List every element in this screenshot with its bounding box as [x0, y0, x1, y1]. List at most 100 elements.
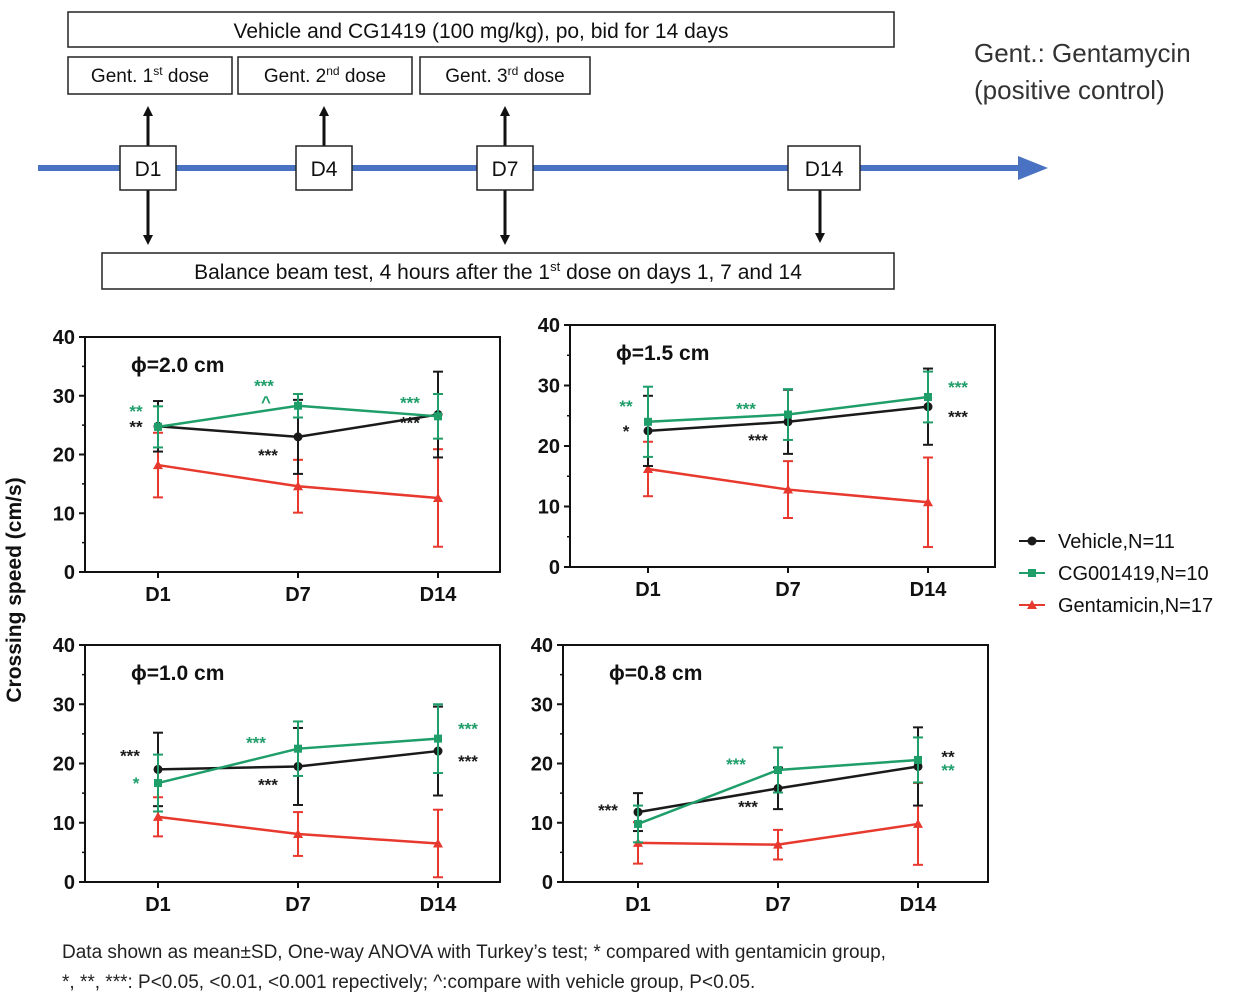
gent-dose-1-box: [67, 56, 233, 95]
significance-label: ***: [254, 377, 274, 396]
significance-label: **: [941, 747, 955, 766]
data-point: [293, 829, 303, 839]
caption-line-2: *, **, ***: P<0.05, <0.01, <0.001 repect…: [62, 972, 756, 993]
significance-label: ***: [458, 752, 478, 771]
abbrev-line-2: (positive control): [974, 75, 1165, 105]
x-tick-label: D7: [765, 894, 791, 916]
x-tick-label: D1: [635, 579, 661, 601]
significance-label: **: [129, 417, 143, 436]
significance-label: **: [941, 761, 955, 780]
data-point: [293, 432, 303, 442]
treatment-box: [67, 11, 895, 48]
y-tick-label: 0: [542, 872, 553, 894]
figure-canvas: Vehicle and CG1419 (100 mg/kg), po, bid …: [3, 11, 1213, 916]
y-tick-label: 20: [53, 445, 75, 467]
day-box-d14: [787, 145, 861, 191]
x-tick-label: D14: [420, 894, 458, 916]
series-cg: [643, 370, 933, 458]
timeline-arrowhead: [1018, 156, 1048, 180]
data-point: [294, 401, 302, 410]
y-tick-label: 0: [549, 557, 560, 579]
panel-title: ϕ=1.0 cm: [131, 662, 224, 685]
data-point: [153, 811, 163, 821]
data-point: [154, 422, 162, 431]
legend-label: Gentamicin,N=17: [1058, 595, 1213, 617]
y-tick-label: 30: [53, 694, 75, 716]
y-tick-label: 20: [538, 436, 560, 458]
data-point: [434, 412, 442, 421]
data-point: [294, 744, 302, 753]
y-tick-label: 30: [531, 694, 553, 716]
significance-label: ***: [258, 446, 278, 465]
y-tick-label: 40: [53, 635, 75, 657]
y-tick-label: 30: [538, 376, 560, 398]
plot-frame: [84, 336, 501, 573]
data-point: [293, 481, 303, 491]
figure-caption: Data shown as mean±SD, One-way ANOVA wit…: [62, 938, 1232, 998]
legend-label: Vehicle,N=11: [1058, 531, 1175, 553]
legend-marker: [1027, 600, 1037, 609]
data-point: [154, 779, 162, 788]
x-tick-label: D1: [145, 584, 171, 606]
day-label-d4: D4: [311, 158, 338, 181]
significance-label: ***: [598, 801, 618, 820]
y-tick-label: 10: [53, 813, 75, 835]
x-tick-label: D14: [900, 894, 938, 916]
day-label-d14: D14: [805, 158, 844, 181]
gent-dose-3-box: [419, 56, 591, 95]
data-point: [924, 392, 932, 401]
significance-label: ***: [736, 400, 756, 419]
y-axis-title: Crossing speed (cm/s): [3, 477, 26, 702]
significance-label: ^: [261, 393, 271, 412]
legend: Vehicle,N=11 CG001419,N=10 Gentamicin,N=17: [1019, 531, 1213, 617]
data-point: [773, 839, 783, 849]
data-point: [153, 460, 163, 470]
y-tick-label: 10: [538, 497, 560, 519]
data-point: [913, 818, 923, 828]
beam-test-box: [101, 252, 895, 290]
y-tick-label: 10: [53, 503, 75, 525]
significance-label: ***: [400, 393, 420, 412]
data-point: [784, 410, 792, 419]
significance-label: ***: [120, 746, 140, 765]
series-gent: [153, 431, 443, 548]
significance-label: *: [623, 422, 630, 441]
panel-title: ϕ=2.0 cm: [131, 354, 224, 377]
data-point: [634, 819, 642, 828]
y-tick-label: 40: [53, 327, 75, 349]
gent-dose-2-box: [237, 56, 413, 95]
x-tick-label: D14: [910, 579, 948, 601]
x-tick-label: D1: [145, 894, 171, 916]
x-tick-label: D7: [285, 584, 311, 606]
abbrev-line-1: Gent.: Gentamycin: [974, 38, 1191, 68]
day-label-d1: D1: [135, 158, 162, 181]
y-tick-label: 30: [53, 386, 75, 408]
data-point: [643, 463, 653, 473]
data-point: [644, 417, 652, 426]
y-tick-label: 20: [53, 754, 75, 776]
treatment-box-label: Vehicle and CG1419 (100 mg/kg), po, bid …: [234, 20, 729, 43]
y-tick-label: 40: [538, 315, 560, 337]
y-tick-label: 0: [64, 872, 75, 894]
x-tick-label: D7: [775, 579, 801, 601]
significance-label: ***: [948, 378, 968, 397]
significance-label: ***: [458, 720, 478, 739]
day-box-d4: [295, 145, 353, 191]
data-point: [923, 497, 933, 507]
significance-label: ***: [400, 414, 420, 433]
plot-frame: [569, 324, 996, 568]
y-tick-label: 10: [531, 813, 553, 835]
gent-dose-1-label: Gent. 1st dose: [91, 64, 209, 87]
x-tick-label: D14: [420, 584, 458, 606]
significance-label: ***: [726, 755, 746, 774]
caption-line-1: Data shown as mean±SD, One-way ANOVA wit…: [62, 942, 886, 963]
series-cg: [633, 736, 923, 844]
data-point: [434, 734, 442, 743]
gent-dose-2-label: Gent. 2nd dose: [264, 64, 386, 87]
data-point: [914, 755, 922, 764]
significance-label: *: [133, 774, 140, 793]
gent-dose-3-label: Gent. 3rd dose: [445, 64, 564, 87]
